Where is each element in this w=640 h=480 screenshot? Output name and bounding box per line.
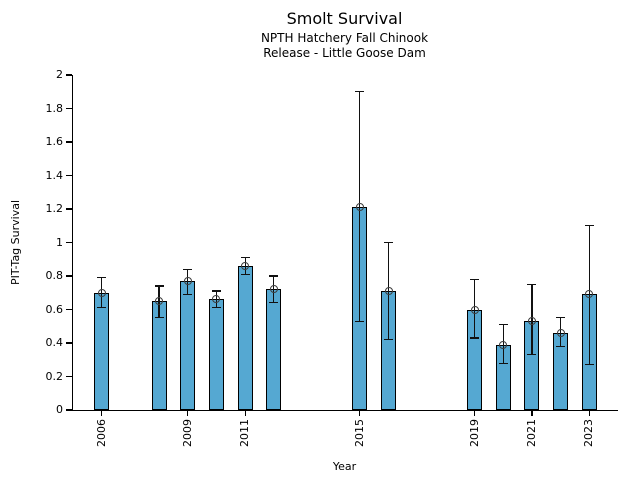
y-tick-label: 1.4 — [45, 168, 64, 182]
point-marker-2008 — [155, 297, 164, 306]
x-tick-mark — [359, 411, 361, 416]
y-tick-mark — [66, 208, 72, 210]
x-tick-label: 2021 — [524, 419, 538, 447]
point-marker-2006 — [97, 288, 106, 297]
y-tick-label: 0.6 — [45, 302, 64, 316]
error-cap-top-2006 — [97, 277, 107, 279]
point-marker-2011 — [241, 261, 250, 270]
error-cap-bottom-2022 — [556, 345, 566, 347]
error-cap-top-2021 — [527, 283, 537, 285]
y-tick-label: 0 — [56, 403, 63, 416]
x-tick-mark — [187, 411, 189, 416]
error-cap-top-2015 — [355, 91, 365, 93]
y-tick-label: 0.4 — [45, 336, 64, 349]
x-tick-label: 2006 — [94, 419, 108, 447]
point-marker-2020 — [499, 340, 508, 349]
point-marker-2016 — [384, 287, 393, 296]
error-cap-top-2009 — [183, 268, 193, 270]
x-tick-label: 2015 — [352, 419, 366, 447]
point-marker-2022 — [556, 328, 565, 337]
error-cap-top-2016 — [384, 241, 394, 244]
error-cap-bottom-2020 — [498, 362, 508, 364]
x-tick-label: 2011 — [238, 419, 252, 447]
y-tick-label: 1.6 — [45, 135, 64, 148]
y-tick-label: 2 — [56, 68, 63, 81]
chart-title: Smolt Survival — [286, 9, 403, 28]
y-tick-label: 0.2 — [45, 369, 64, 383]
error-cap-bottom-2009 — [183, 293, 193, 295]
error-cap-top-2010 — [211, 290, 221, 292]
error-cap-top-2022 — [556, 317, 566, 319]
error-cap-bottom-2006 — [97, 307, 107, 309]
y-tick-mark — [66, 409, 72, 411]
x-axis-label: Year — [332, 460, 357, 473]
error-cap-top-2023 — [584, 225, 594, 227]
y-tick-mark — [66, 74, 72, 76]
point-marker-2015 — [355, 203, 364, 212]
error-cap-bottom-2016 — [384, 339, 394, 341]
error-cap-top-2011 — [240, 256, 250, 259]
plot-area: 0 0.2 0.4 0.6 0.8 1 1.2 1.4 1.6 1.8 2 2006 2009 2011 2… — [46, 68, 618, 447]
y-tick-mark — [66, 107, 72, 110]
y-tick-mark — [66, 174, 72, 177]
error-cap-top-2012 — [269, 275, 279, 277]
point-marker-2010 — [212, 295, 221, 304]
error-cap-bottom-2015 — [355, 320, 365, 322]
point-marker-2023 — [585, 290, 594, 299]
x-tick-label: 2009 — [180, 419, 194, 447]
error-cap-bottom-2019 — [470, 337, 480, 339]
chart-subtitle-line1: NPTH Hatchery Fall Chinook — [260, 31, 429, 45]
error-cap-bottom-2023 — [584, 364, 594, 366]
y-tick-label: 1.2 — [45, 202, 64, 215]
error-cap-top-2019 — [470, 278, 480, 280]
y-tick-label: 0.8 — [45, 269, 64, 282]
y-tick-mark — [66, 275, 72, 277]
x-tick-mark — [588, 411, 590, 416]
y-tick-mark — [66, 375, 72, 378]
x-tick-mark — [101, 411, 103, 416]
y-tick-label: 1 — [56, 235, 63, 249]
error-cap-bottom-2021 — [527, 354, 537, 356]
x-tick-mark — [531, 411, 533, 416]
chart-subtitle-line2: Release - Little Goose Dam — [263, 46, 426, 60]
y-tick-mark — [66, 241, 72, 244]
x-tick-mark — [244, 411, 246, 416]
x-tick-label: 2019 — [467, 419, 481, 447]
point-marker-2009 — [183, 277, 192, 286]
error-cap-top-2008 — [154, 285, 164, 287]
bar-2006 — [94, 292, 110, 410]
y-tick-mark — [66, 342, 72, 344]
error-cap-bottom-2012 — [269, 302, 279, 304]
point-marker-2019 — [470, 305, 479, 314]
bar-2010 — [208, 299, 224, 410]
bar-2009 — [180, 281, 196, 410]
error-cap-bottom-2011 — [240, 273, 250, 275]
error-cap-bottom-2010 — [211, 307, 221, 309]
bar-2012 — [266, 289, 282, 410]
y-tick-mark — [66, 141, 72, 143]
x-tick-mark — [473, 411, 476, 416]
y-tick-mark — [66, 308, 72, 311]
y-tick-label: 1.8 — [45, 101, 64, 115]
error-cap-top-2020 — [498, 323, 508, 326]
y-axis-label: PIT-Tag Survival — [9, 200, 22, 286]
x-tick-label: 2023 — [582, 419, 596, 447]
bar-2011 — [237, 265, 253, 410]
error-cap-bottom-2008 — [154, 317, 164, 319]
point-marker-2012 — [269, 285, 278, 294]
point-marker-2021 — [527, 317, 536, 326]
